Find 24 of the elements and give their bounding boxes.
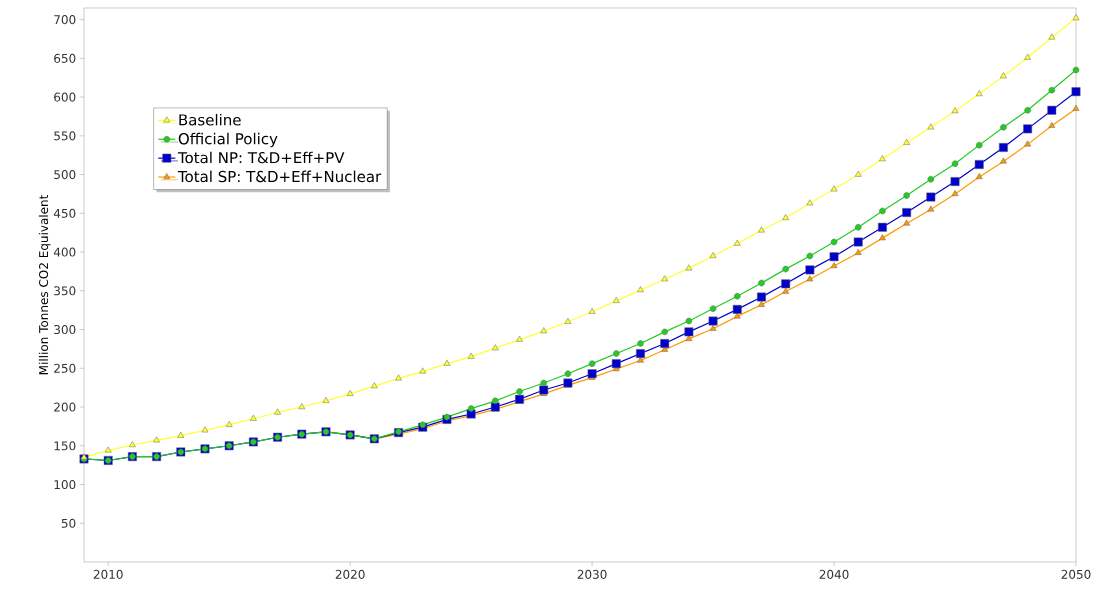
- y-tick-label: 150: [54, 441, 76, 451]
- y-tick-label: 550: [54, 131, 76, 141]
- legend-label: Official Policy: [178, 132, 278, 148]
- y-tick-label: 250: [54, 363, 76, 373]
- y-tick-label: 700: [54, 15, 76, 25]
- x-tick-label: 2030: [577, 569, 607, 579]
- legend-label: Baseline: [179, 113, 241, 126]
- y-tick-label: 600: [54, 92, 76, 102]
- y-tick-label: 650: [54, 53, 76, 63]
- y-tick-label: 50: [61, 518, 76, 528]
- x-tick-label: 2050: [1061, 569, 1091, 579]
- x-tick-label: 2020: [335, 569, 365, 579]
- y-tick-label: 100: [54, 479, 76, 490]
- y-axis-title: Million Tonnes CO2 Equivalent: [38, 194, 51, 375]
- y-tick-label: 350: [54, 286, 76, 296]
- y-tick-label: 200: [54, 402, 76, 412]
- legend-label: Total NP: T&D+Eff+PV: [177, 151, 345, 164]
- legend-label: Total SP: T&D+Eff+Nuclear: [177, 170, 382, 183]
- y-tick-label: 300: [54, 325, 76, 335]
- x-tick-label: 2040: [819, 569, 849, 579]
- x-tick-label: 2010: [93, 569, 123, 579]
- y-tick-label: 450: [53, 208, 76, 218]
- y-tick-label: 400: [53, 247, 76, 257]
- y-tick-label: 500: [54, 170, 76, 180]
